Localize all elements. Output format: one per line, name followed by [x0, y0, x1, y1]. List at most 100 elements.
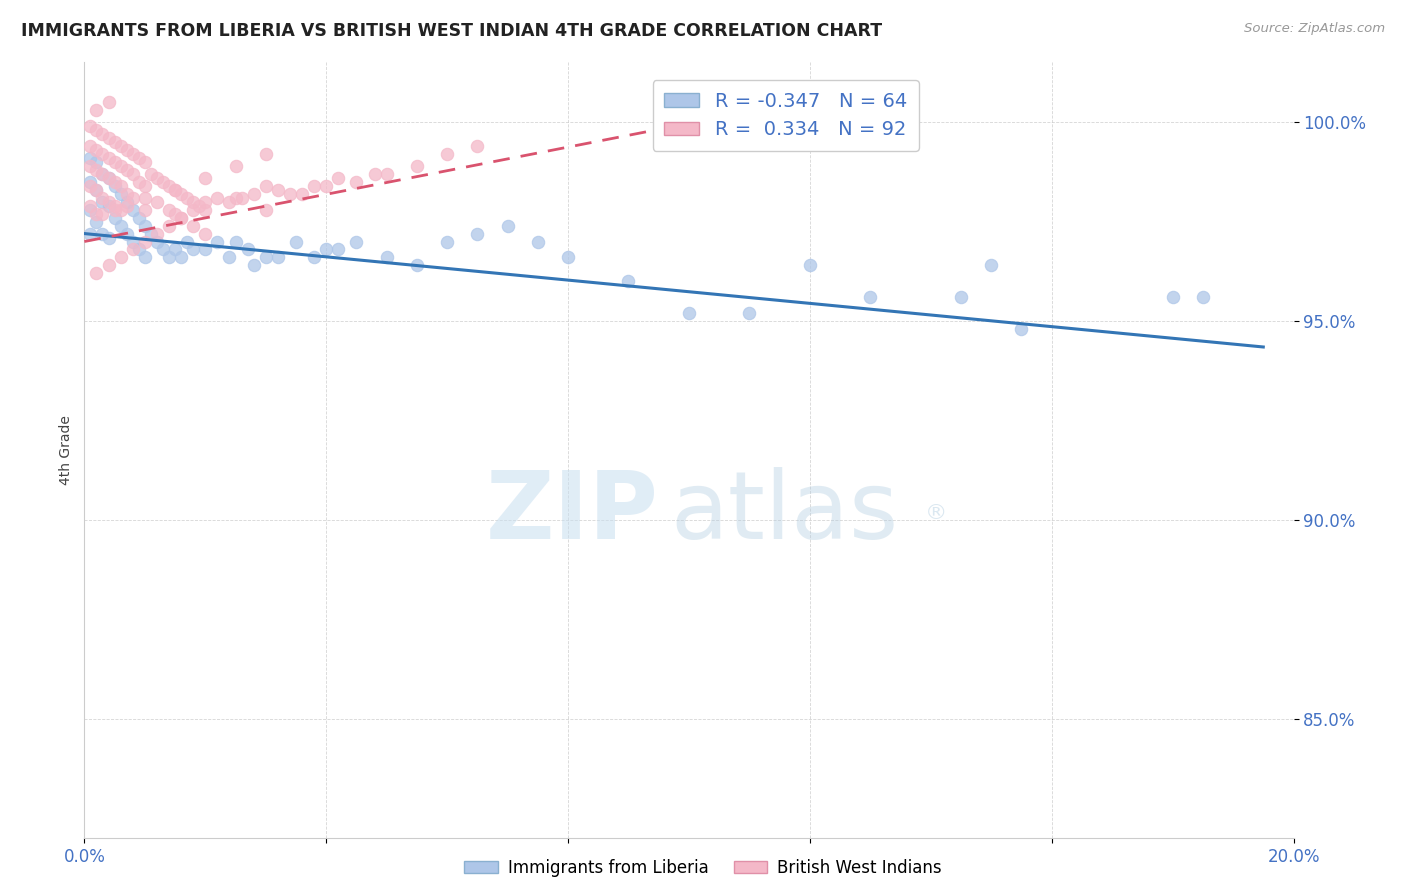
Point: [194, 202, 217, 217]
Point: [799, 259, 821, 273]
Point: [496, 219, 519, 233]
Point: [97, 131, 120, 145]
Point: [91, 167, 114, 181]
Point: [146, 194, 169, 209]
Point: [176, 235, 198, 249]
Point: [363, 167, 385, 181]
Point: [139, 167, 162, 181]
Point: [170, 186, 193, 201]
Point: [375, 167, 398, 181]
Point: [406, 159, 429, 173]
Point: [406, 259, 429, 273]
Point: [86, 162, 108, 177]
Point: [346, 235, 368, 249]
Legend: R = -0.347   N = 64, R =  0.334   N = 92: R = -0.347 N = 64, R = 0.334 N = 92: [652, 80, 918, 151]
Point: [79, 227, 101, 241]
Point: [225, 159, 247, 173]
Point: [110, 251, 132, 265]
Point: [97, 199, 120, 213]
Point: [218, 194, 240, 209]
Point: [110, 139, 132, 153]
Point: [97, 95, 120, 110]
Point: [86, 183, 108, 197]
Point: [115, 199, 138, 213]
Point: [121, 191, 143, 205]
Point: [225, 191, 247, 205]
Point: [104, 211, 127, 225]
Point: [194, 243, 217, 257]
Point: [181, 243, 204, 257]
Point: [121, 235, 143, 249]
Point: [170, 211, 193, 225]
Point: [121, 243, 143, 257]
Point: [1011, 322, 1033, 336]
Point: [104, 135, 127, 149]
Point: [467, 139, 489, 153]
Point: [134, 235, 156, 249]
Point: [157, 219, 180, 233]
Point: [157, 178, 180, 193]
Point: [104, 202, 127, 217]
Point: [97, 259, 120, 273]
Point: [121, 147, 143, 161]
Point: [97, 230, 120, 244]
Text: Source: ZipAtlas.com: Source: ZipAtlas.com: [1244, 22, 1385, 36]
Point: [115, 194, 138, 209]
Point: [128, 243, 150, 257]
Point: [285, 235, 308, 249]
Point: [980, 259, 1002, 273]
Point: [121, 202, 143, 217]
Point: [91, 147, 114, 161]
Point: [254, 178, 277, 193]
Point: [110, 159, 132, 173]
Point: [139, 227, 162, 241]
Point: [254, 251, 277, 265]
Point: [146, 235, 169, 249]
Point: [134, 251, 156, 265]
Point: [194, 170, 217, 185]
Point: [236, 243, 259, 257]
Point: [254, 147, 277, 161]
Point: [165, 183, 187, 197]
Point: [194, 227, 217, 241]
Point: [859, 115, 882, 129]
Point: [181, 194, 204, 209]
Point: [115, 162, 138, 177]
Point: [115, 227, 138, 241]
Point: [254, 202, 277, 217]
Point: [128, 175, 150, 189]
Point: [950, 290, 973, 304]
Point: [157, 202, 180, 217]
Point: [315, 178, 337, 193]
Point: [97, 151, 120, 165]
Point: [86, 214, 108, 228]
Point: [346, 175, 368, 189]
Point: [231, 191, 253, 205]
Point: [86, 183, 108, 197]
Point: [86, 266, 108, 280]
Point: [242, 186, 264, 201]
Point: [328, 170, 350, 185]
Point: [104, 175, 127, 189]
Point: [79, 199, 101, 213]
Point: [278, 186, 301, 201]
Point: [188, 199, 211, 213]
Point: [267, 183, 290, 197]
Point: [86, 143, 108, 157]
Point: [291, 186, 314, 201]
Point: [115, 143, 138, 157]
Legend: Immigrants from Liberia, British West Indians: Immigrants from Liberia, British West In…: [458, 853, 948, 884]
Point: [678, 306, 700, 320]
Point: [467, 227, 489, 241]
Point: [738, 306, 761, 320]
Point: [79, 139, 101, 153]
Point: [128, 211, 150, 225]
Point: [302, 178, 325, 193]
Point: [134, 191, 156, 205]
Point: [1161, 290, 1184, 304]
Point: [134, 155, 156, 169]
Point: [557, 251, 579, 265]
Point: [91, 191, 114, 205]
Y-axis label: 4th Grade: 4th Grade: [59, 416, 73, 485]
Point: [79, 159, 101, 173]
